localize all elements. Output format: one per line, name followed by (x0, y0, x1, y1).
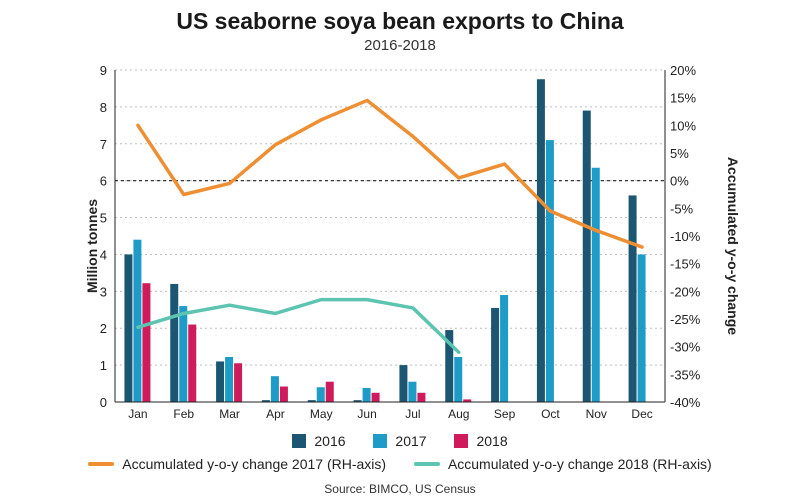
line-series-2017 (136, 98, 644, 249)
legend-bars: 2016 2017 2018 (0, 432, 800, 449)
legend-swatch-2017 (373, 434, 388, 449)
y-tick-label-right: -15% (670, 257, 701, 272)
bar-2016-May (307, 400, 316, 402)
bar-2017-Nov (591, 167, 600, 402)
legend-swatch-2016 (292, 434, 307, 449)
legend-label-2018: 2018 (476, 433, 508, 450)
bar-2017-Jun (362, 387, 371, 402)
axes (114, 70, 666, 403)
x-tick-label: Jul (405, 407, 420, 421)
y-tick-label-right: -20% (670, 284, 701, 299)
bar-2016-Oct (536, 79, 545, 402)
y-tick-label-left: 1 (100, 358, 107, 373)
gridlines (115, 69, 665, 366)
bar-2018-May (325, 381, 334, 402)
x-tick-label: Nov (586, 407, 607, 421)
y-tick-label-right: 10% (670, 118, 696, 133)
bar-2017-Dec (637, 254, 646, 402)
bar-2016-Aug (445, 330, 454, 402)
x-tick-label: Feb (173, 407, 194, 421)
y-tick-label-right: -30% (670, 340, 701, 355)
bar-2017-Sep (500, 295, 509, 402)
line-series (136, 98, 644, 354)
legend-label-2016: 2016 (314, 433, 346, 450)
y-tick-label-right: -35% (670, 367, 701, 382)
bar-2018-Jun (371, 392, 380, 402)
bar-2017-Feb (179, 306, 188, 402)
bar-2016-Mar (216, 361, 225, 402)
x-tick-label: Dec (631, 407, 652, 421)
x-tick-label: Aug (448, 407, 469, 421)
y-tick-label-right: 15% (670, 91, 696, 106)
source-note: Source: BIMCO, US Census (324, 482, 476, 496)
bar-2017-Jul (408, 381, 417, 402)
y-tick-label-right: 5% (670, 146, 689, 161)
bars (124, 79, 646, 403)
y-tick-label-left: 8 (100, 100, 107, 115)
x-tick-label: Jan (128, 407, 147, 421)
legend-item-2016: 2016 (292, 433, 346, 450)
bar-2016-Nov (582, 110, 591, 403)
y-tick-label-left: 7 (100, 137, 107, 152)
bar-2016-Dec (628, 195, 637, 402)
y-tick-label-right: -10% (670, 229, 701, 244)
y-tick-label-right: 20% (670, 63, 696, 78)
bar-2018-Feb (188, 324, 197, 402)
y-tick-label-right: -25% (670, 312, 701, 327)
legend-lines: Accumulated y-o-y change 2017 (RH-axis) … (0, 455, 800, 472)
y-tick-label-left: 6 (100, 174, 107, 189)
y-tick-label-right: 0% (670, 174, 689, 189)
bar-2017-Oct (545, 140, 554, 403)
legend-label-change-2017: Accumulated y-o-y change 2017 (RH-axis) (122, 456, 387, 473)
y-axis-label-right: Accumulated y-o-y change (725, 157, 741, 335)
legend-item-2017: 2017 (373, 433, 427, 450)
bar-2017-Mar (225, 356, 234, 402)
bar-2018-Mar (234, 363, 243, 402)
chart-plot-area: 0 1 2 3 4 5 6 7 8 9 20% 15% 10% 5% 0% -5% -10% -15% -20% -2… (84, 63, 741, 421)
legend-item-change-2018: Accumulated y-o-y change 2018 (RH-axis) (413, 456, 712, 473)
bar-2018-Jul (417, 392, 426, 402)
bar-2018-Apr (279, 386, 288, 402)
bar-2016-Feb (170, 283, 179, 402)
y-tick-label-right: -40% (670, 395, 701, 410)
y-tick-label-left: 0 (100, 395, 107, 410)
chart-subtitle: 2016-2018 (364, 37, 436, 54)
tick-labels: 0 1 2 3 4 5 6 7 8 9 20% 15% 10% 5% 0% -5% -10% -15% -20% -2… (100, 63, 701, 421)
bar-2016-Apr (261, 400, 270, 402)
legend-line-swatch-2017 (88, 462, 115, 467)
bar-2017-May (316, 387, 325, 402)
legend-swatch-2018 (454, 434, 469, 449)
bar-2016-Jul (399, 365, 408, 402)
bar-2017-Aug (454, 356, 463, 402)
y-tick-label-left: 4 (100, 247, 107, 262)
bar-2016-Jan (124, 254, 133, 402)
legend-item-2018: 2018 (454, 433, 508, 450)
legend-label-2017: 2017 (395, 433, 427, 450)
y-axis-label-left: Million tonnes (84, 199, 100, 293)
bar-2016-Jun (353, 400, 362, 402)
x-tick-label: Apr (266, 407, 285, 421)
x-tick-label: Oct (541, 407, 560, 421)
bar-2017-Jan (133, 239, 142, 402)
bar-2016-Sep (491, 307, 500, 402)
legend-line-swatch-2018 (413, 462, 440, 467)
line-series-2018 (136, 297, 461, 354)
y-tick-label-left: 5 (100, 211, 107, 226)
y-tick-label-left: 9 (100, 63, 107, 78)
x-tick-label: Sep (494, 407, 516, 421)
x-tick-label: May (310, 407, 333, 421)
y-tick-label-left: 2 (100, 321, 107, 336)
legend-item-change-2017: Accumulated y-o-y change 2017 (RH-axis) (88, 456, 386, 472)
chart-title: US seaborne soya bean exports to China (176, 8, 624, 34)
y-tick-label-right: -5% (670, 201, 694, 216)
legend-label-change-2018: Accumulated y-o-y change 2018 (RH-axis) (447, 456, 712, 473)
bar-2017-Apr (270, 376, 279, 402)
bar-2018-Aug (463, 399, 472, 402)
y-tick-label-left: 3 (100, 284, 107, 299)
bar-2018-Jan (142, 283, 151, 402)
x-tick-label: Jun (357, 407, 376, 421)
x-tick-label: Mar (219, 407, 240, 421)
